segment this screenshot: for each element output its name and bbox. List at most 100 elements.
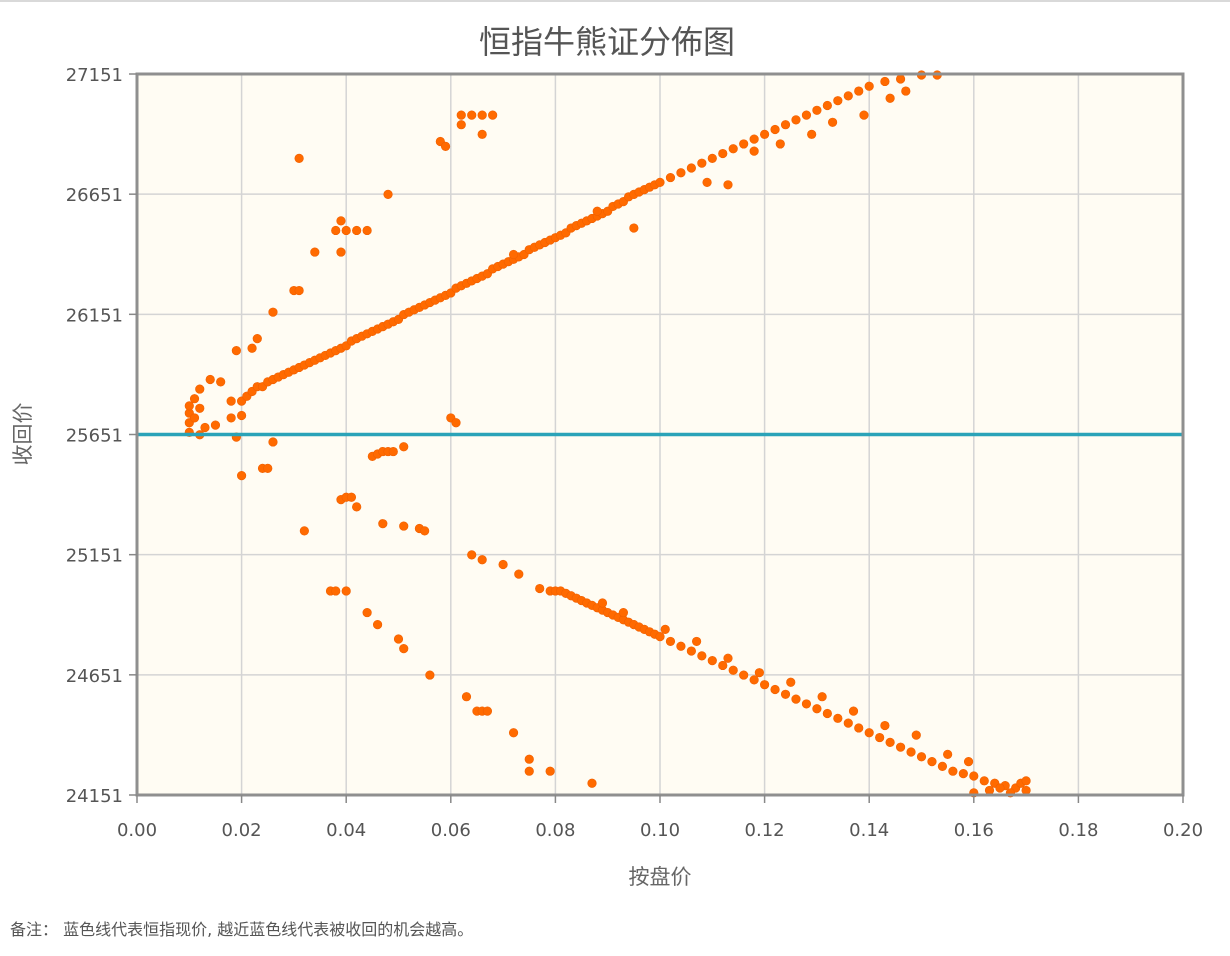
data-point xyxy=(676,641,686,651)
data-point xyxy=(226,413,236,423)
data-point xyxy=(420,526,430,536)
data-point xyxy=(461,692,472,702)
data-point xyxy=(352,225,362,236)
y-tick-label: 24651 xyxy=(66,666,123,687)
data-point xyxy=(775,139,785,149)
y-axis-label: 收回价 xyxy=(11,403,35,466)
data-point xyxy=(388,446,398,457)
grid xyxy=(137,74,1183,795)
data-point xyxy=(524,766,534,776)
data-point xyxy=(911,730,921,740)
data-point xyxy=(268,437,278,447)
data-point xyxy=(372,620,383,630)
data-point xyxy=(969,771,979,781)
data-point xyxy=(231,346,241,356)
data-point xyxy=(440,141,451,151)
data-point xyxy=(456,110,466,120)
data-point xyxy=(665,636,676,647)
data-point xyxy=(393,634,404,644)
data-point xyxy=(341,586,351,596)
data-point xyxy=(629,223,639,233)
data-point xyxy=(739,670,749,680)
data-point xyxy=(780,689,791,699)
y-tick-label: 26651 xyxy=(66,185,123,206)
data-point xyxy=(749,134,759,144)
data-point xyxy=(984,785,995,796)
data-point xyxy=(770,124,780,135)
data-point xyxy=(508,249,519,260)
data-point xyxy=(524,754,534,764)
data-point xyxy=(686,163,696,173)
data-point xyxy=(467,110,477,120)
data-point xyxy=(728,665,738,675)
data-point xyxy=(237,410,247,421)
data-point xyxy=(943,749,953,759)
x-tick-label: 0.16 xyxy=(954,820,994,841)
data-point xyxy=(205,374,215,385)
data-point xyxy=(294,153,304,163)
data-point xyxy=(200,422,210,433)
data-point xyxy=(880,720,890,731)
data-point xyxy=(854,723,864,733)
data-point xyxy=(807,129,817,139)
data-point xyxy=(843,718,853,728)
data-point xyxy=(399,644,409,654)
data-point xyxy=(378,519,388,529)
y-tick-label: 24151 xyxy=(66,786,123,807)
data-point xyxy=(477,555,487,565)
data-point xyxy=(749,146,759,156)
y-tick-label: 25151 xyxy=(66,546,123,567)
top-divider xyxy=(0,0,1230,2)
data-point xyxy=(864,728,874,738)
x-tick-label: 0.14 xyxy=(849,820,889,841)
chart-title: 恒指牛熊证分佈图 xyxy=(479,23,735,61)
data-point xyxy=(226,396,236,406)
data-point xyxy=(864,81,874,91)
data-point xyxy=(822,100,832,111)
data-point xyxy=(216,377,226,387)
data-point xyxy=(979,776,989,786)
data-point xyxy=(812,105,822,115)
data-point xyxy=(692,636,702,647)
data-point xyxy=(592,206,602,216)
data-point xyxy=(1021,785,1031,796)
data-point xyxy=(477,129,487,139)
data-point xyxy=(859,110,869,120)
data-point xyxy=(895,742,906,752)
data-point xyxy=(718,660,728,671)
data-point xyxy=(189,413,200,423)
data-point xyxy=(995,783,1005,793)
data-point xyxy=(299,526,309,536)
data-point xyxy=(676,168,686,178)
data-point xyxy=(686,646,696,656)
y-tick-label: 25651 xyxy=(66,426,123,447)
data-point xyxy=(477,110,487,120)
data-point xyxy=(718,148,728,159)
data-point xyxy=(958,769,968,779)
data-point xyxy=(263,463,273,473)
x-tick-label: 0.02 xyxy=(222,820,262,841)
data-point xyxy=(665,172,676,183)
data-point xyxy=(880,76,890,87)
data-point xyxy=(707,153,717,163)
data-point xyxy=(195,384,205,394)
data-point xyxy=(660,624,670,635)
x-tick-label: 0.12 xyxy=(745,820,785,841)
data-point xyxy=(508,728,519,738)
data-point xyxy=(362,225,372,236)
x-tick-label: 0.10 xyxy=(640,820,680,841)
data-point xyxy=(597,598,608,608)
data-point xyxy=(817,692,827,702)
y-tick-label: 27151 xyxy=(66,65,123,86)
data-point xyxy=(587,778,597,788)
x-tick-label: 0.00 xyxy=(117,820,157,841)
data-point xyxy=(252,334,262,344)
data-point xyxy=(875,732,885,743)
data-point xyxy=(189,394,200,404)
data-point xyxy=(895,74,906,84)
data-point xyxy=(399,521,409,531)
data-point xyxy=(827,117,838,127)
data-point xyxy=(786,677,796,687)
data-point xyxy=(812,704,822,714)
x-tick-label: 0.08 xyxy=(535,820,575,841)
